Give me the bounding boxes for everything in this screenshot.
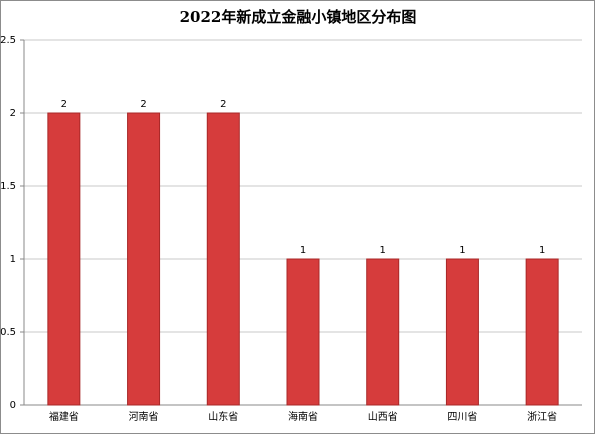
y-tick-label: 0 bbox=[10, 400, 16, 411]
x-tick-label: 海南省 bbox=[288, 410, 318, 423]
x-tick-label: 福建省 bbox=[49, 410, 79, 423]
data-label: 2 bbox=[220, 99, 226, 110]
data-label: 2 bbox=[61, 99, 67, 110]
data-label: 1 bbox=[459, 245, 465, 256]
y-tick-label: 2.5 bbox=[0, 35, 16, 46]
bar bbox=[525, 258, 559, 406]
x-tick-label: 浙江省 bbox=[527, 410, 557, 423]
x-tick-label: 山西省 bbox=[368, 410, 398, 423]
data-label: 2 bbox=[140, 99, 146, 110]
y-tick-label: 0.5 bbox=[0, 327, 16, 338]
x-tick-label: 河南省 bbox=[129, 410, 159, 423]
y-tick-label: 2 bbox=[10, 108, 16, 119]
bar bbox=[445, 258, 479, 406]
data-label: 1 bbox=[300, 245, 306, 256]
x-tick-label: 四川省 bbox=[447, 410, 477, 423]
y-tick-label: 1.5 bbox=[0, 181, 16, 192]
bar bbox=[127, 112, 161, 406]
bar bbox=[206, 112, 240, 406]
data-label: 1 bbox=[539, 245, 545, 256]
chart-title: 2022年新成立金融小镇地区分布图 bbox=[180, 8, 417, 26]
bar bbox=[366, 258, 400, 406]
data-label: 1 bbox=[380, 245, 386, 256]
bar bbox=[47, 112, 81, 406]
bar bbox=[286, 258, 320, 406]
x-tick-label: 山东省 bbox=[208, 410, 238, 423]
y-tick-label: 1 bbox=[10, 254, 16, 265]
